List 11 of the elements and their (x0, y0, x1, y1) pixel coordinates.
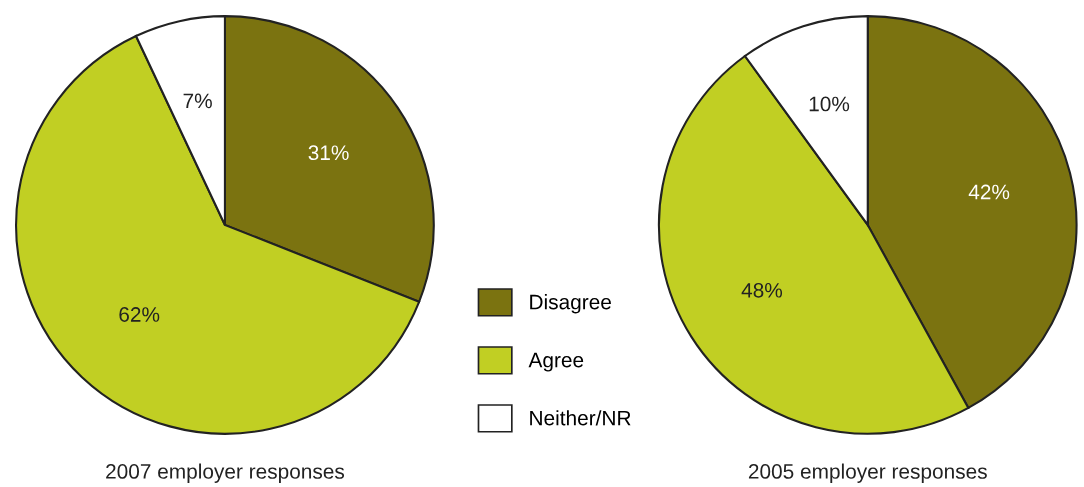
data-label: 7% (183, 93, 212, 109)
data-label: 42% (968, 184, 1010, 200)
legend-label: Disagree (530, 294, 611, 314)
data-label: 31% (308, 145, 349, 161)
data-label: 48% (741, 282, 783, 298)
data-label: 62% (119, 307, 160, 322)
legend-label: Agree (528, 352, 584, 372)
data-label: 10% (809, 96, 850, 112)
legend-label: Neither/NR (530, 410, 631, 426)
text: 2005 employer responses (748, 463, 987, 483)
text: 2007 employer responses (106, 463, 345, 483)
